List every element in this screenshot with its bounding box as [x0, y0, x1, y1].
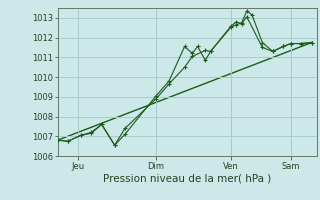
X-axis label: Pression niveau de la mer( hPa ): Pression niveau de la mer( hPa ): [103, 173, 271, 183]
